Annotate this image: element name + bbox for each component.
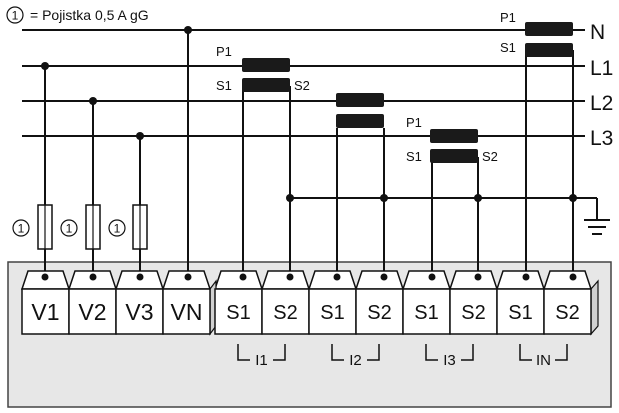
svg-text:1: 1 (18, 222, 25, 236)
terminal-label-i3-s1: S1 (414, 302, 438, 324)
terminal-i2-s2 (355, 288, 404, 335)
group-labels: I1 I2 I3 IN (255, 352, 551, 369)
terminal-label-i2-s2: S2 (367, 302, 391, 324)
line-labels: N L1 L2 L3 (590, 21, 613, 150)
terminal-label-v1: V1 (31, 299, 59, 325)
fuse-markers: 1 1 1 (12, 219, 126, 237)
terminal-i1-s2 (261, 288, 310, 335)
terminal-label-vn: VN (171, 299, 203, 325)
svg-text:1: 1 (66, 222, 73, 236)
ct-l3-s2-label: S2 (482, 149, 498, 164)
group-label-in: IN (536, 352, 551, 369)
legend-symbol: 1 (12, 9, 19, 23)
ct-n-primary (525, 22, 573, 36)
terminal-vn (162, 288, 211, 335)
group-label-i1: I1 (255, 352, 268, 369)
ct-l3-secondary (430, 149, 478, 163)
ct-n-p1-label: P1 (500, 10, 516, 25)
terminal-label-i1-s2: S2 (273, 302, 297, 324)
ct-wiring (242, 50, 598, 277)
ct-l2-primary (336, 93, 384, 107)
group-label-i2: I2 (349, 352, 362, 369)
terminal-i1-s1 (214, 288, 263, 335)
ct-n-secondary (525, 43, 573, 57)
terminal-label-v2: V2 (78, 299, 106, 325)
terminal-v2 (68, 288, 117, 335)
voltage-taps (44, 30, 189, 277)
group-label-i3: I3 (443, 352, 456, 369)
ct-l1-s1-label: S1 (216, 78, 232, 93)
ct-l1-primary (242, 58, 290, 72)
terminal-label-i2-s1: S1 (320, 302, 344, 324)
line-label-n: N (590, 21, 605, 44)
ct-labels: P1 S1 S2 P1 S1 S2 P1 S1 (216, 10, 516, 164)
legend-text: = Pojistka 0,5 A gG (30, 7, 149, 23)
fuses (37, 204, 148, 250)
ct-l1-p1-label: P1 (216, 44, 232, 59)
line-label-l1: L1 (590, 57, 613, 80)
ct-l3-p1-label: P1 (406, 115, 422, 130)
ground-icon (584, 219, 610, 235)
terminal-label-i1-s1: S1 (226, 302, 250, 324)
terminal-label-in-s2: S2 (555, 302, 579, 324)
ct-l1-s2-label: S2 (294, 78, 310, 93)
ct-l3-primary (430, 129, 478, 143)
terminal-v1 (21, 288, 70, 335)
line-label-l3: L3 (590, 127, 613, 150)
junction-dots (41, 26, 577, 202)
ct-l1-secondary (242, 78, 290, 92)
ct-n-s1-label: S1 (500, 40, 516, 55)
group-brackets (237, 344, 568, 361)
ct-l2-secondary (336, 114, 384, 128)
terminal-label-v3: V3 (125, 299, 153, 325)
terminal-i2-s1 (308, 288, 357, 335)
svg-text:1: 1 (114, 222, 121, 236)
terminal-block: V1 V2 V3 VN S1 S2 S1 S2 S1 S2 S1 S2 (20, 270, 599, 336)
ct-l3-s1-label: S1 (406, 149, 422, 164)
conductors (22, 29, 585, 137)
terminal-i3-s2 (449, 288, 498, 335)
line-label-l2: L2 (590, 92, 613, 115)
current-transformers (242, 22, 573, 163)
terminal-label-in-s1: S1 (508, 302, 532, 324)
legend: 1 = Pojistka 0,5 A gG (6, 6, 149, 24)
terminal-label-i3-s2: S2 (461, 302, 485, 324)
terminal-in-s2 (543, 288, 592, 335)
